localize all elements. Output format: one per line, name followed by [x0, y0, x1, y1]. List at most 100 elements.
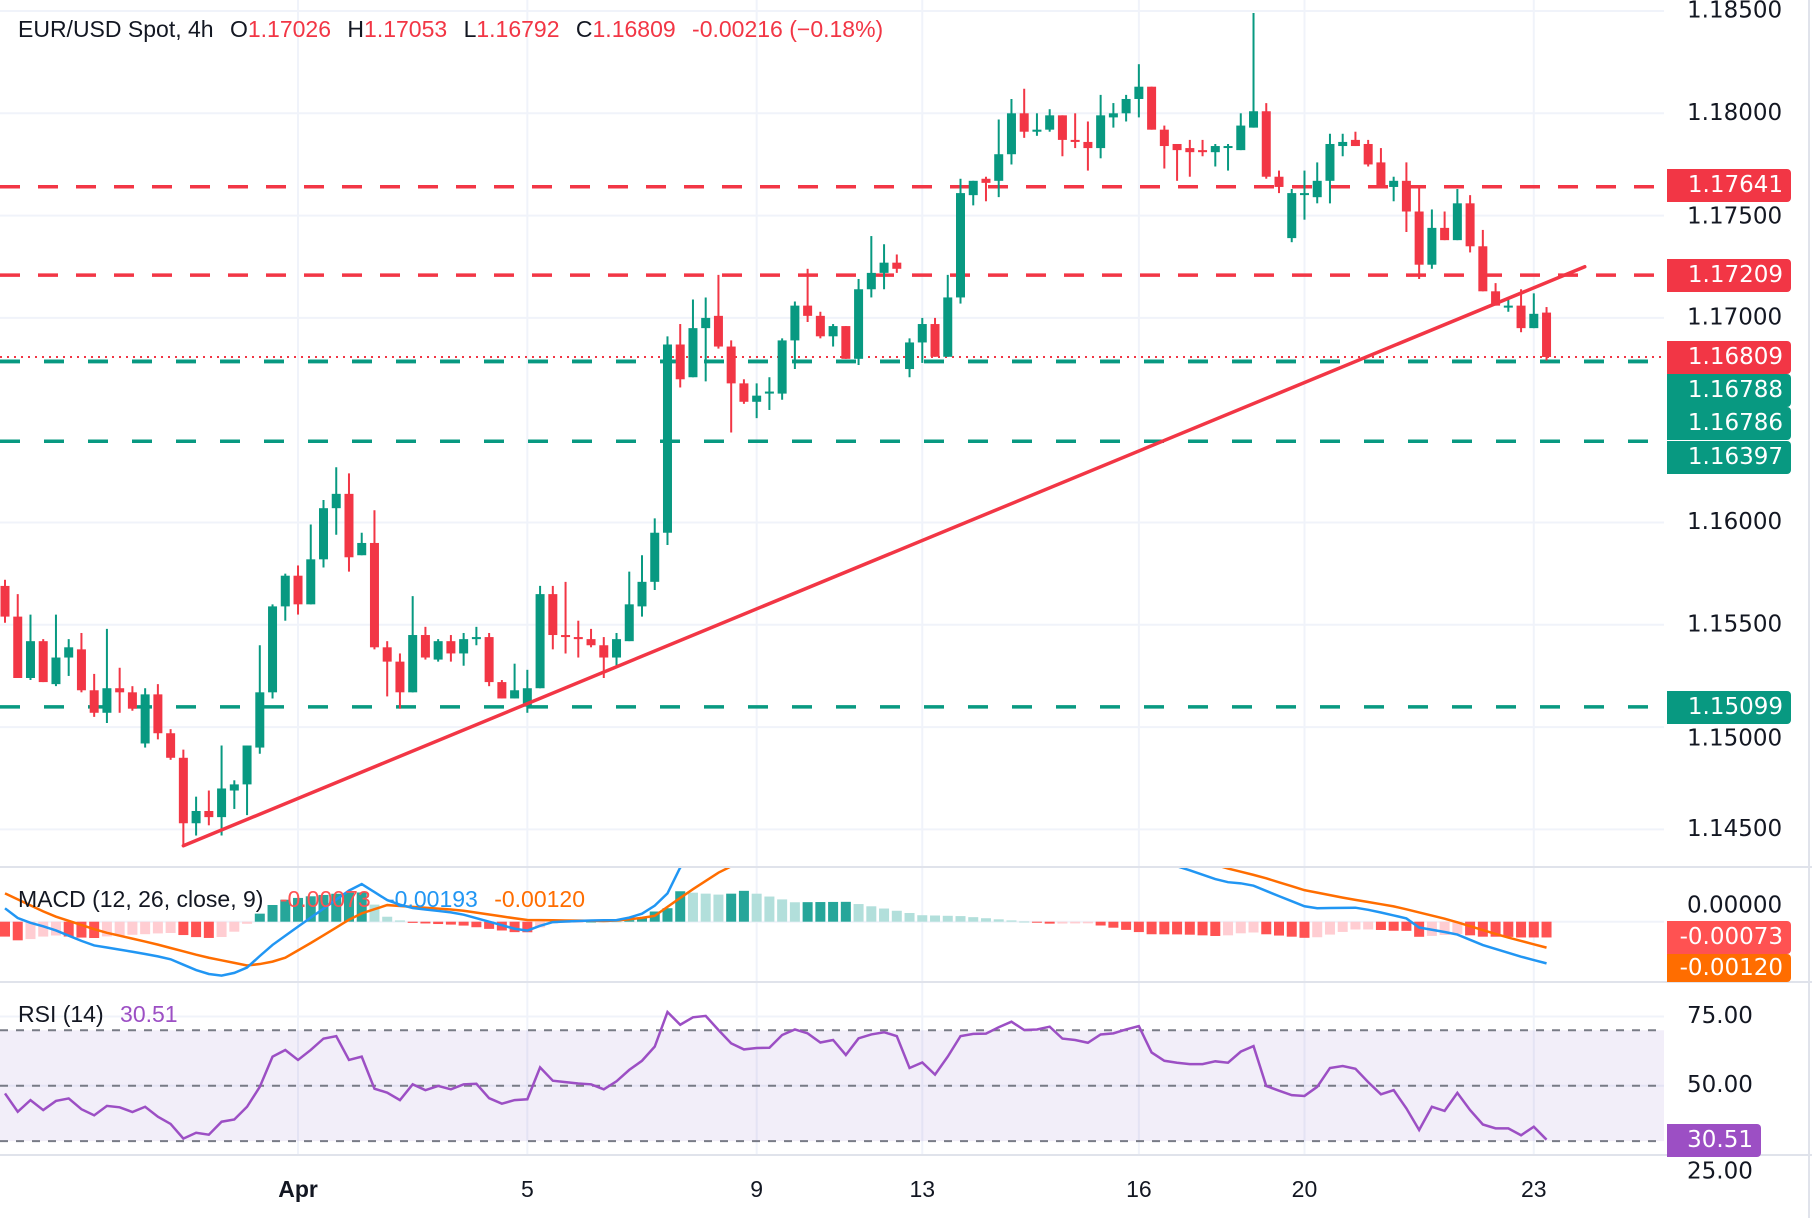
- rsi-line: [3, 1009, 1548, 1141]
- candle-body: [688, 328, 698, 378]
- candle-body: [115, 688, 125, 693]
- macd-histogram-bar: [267, 904, 278, 922]
- macd-histogram-bar: [293, 897, 304, 922]
- candle-body: [675, 344, 685, 380]
- candle-body: [1452, 203, 1462, 241]
- candle: [905, 338, 915, 378]
- macd-histogram-bar: [1503, 921, 1514, 937]
- candle: [803, 268, 813, 322]
- macd-histogram-bar: [1363, 921, 1374, 930]
- candle: [752, 383, 762, 419]
- macd-histogram-bar: [1121, 921, 1132, 930]
- macd-histogram-bar: [1070, 921, 1081, 924]
- macd-histogram-bar: [726, 893, 737, 922]
- candle: [1440, 211, 1450, 241]
- macd-histogram-bar: [789, 902, 800, 922]
- candle: [204, 790, 214, 826]
- macd-line: [4, 868, 1547, 977]
- candle: [357, 532, 367, 556]
- macd-histogram-bar: [127, 921, 138, 935]
- macd-legend: MACD (12, 26, close, 9) -0.00073 -0.0019…: [18, 886, 595, 913]
- macd-histogram-bar: [802, 902, 813, 922]
- price-tick-label: 1.16000: [1687, 509, 1782, 535]
- candle-body: [1249, 111, 1259, 128]
- candle-body: [1236, 125, 1246, 151]
- candle-body: [484, 637, 494, 683]
- macd-value: -0.00193: [387, 886, 478, 912]
- candle-body: [854, 289, 864, 359]
- candle-body: [790, 305, 800, 341]
- candle-body: [331, 493, 341, 509]
- macd-histogram-bar: [968, 917, 979, 922]
- resistance-label-1: 1.17641: [1667, 169, 1791, 202]
- candle-body: [828, 326, 838, 337]
- price-tick-label: 1.18500: [1687, 0, 1782, 24]
- high-label: H: [347, 16, 365, 42]
- candle: [1223, 143, 1233, 171]
- macd-histogram-bar: [1159, 921, 1170, 935]
- candle: [1006, 98, 1016, 165]
- candle-body: [25, 641, 35, 678]
- price-tick-label: 1.14500: [1687, 816, 1782, 842]
- candle-body: [1185, 148, 1195, 153]
- candle-body: [879, 262, 889, 273]
- candle: [293, 565, 303, 615]
- candle: [344, 473, 354, 572]
- candle-body: [204, 810, 214, 818]
- candle: [726, 340, 736, 433]
- candle: [1389, 176, 1399, 202]
- macd-histogram-bar: [1184, 921, 1195, 935]
- macd-histogram-bar: [917, 915, 928, 922]
- macd-histogram-bar: [1337, 921, 1348, 932]
- macd-histogram-bar: [1375, 921, 1386, 930]
- candle-body: [1427, 227, 1437, 265]
- high-value: 1.17053: [364, 16, 448, 42]
- candle: [115, 667, 125, 713]
- candle-body: [1083, 141, 1093, 149]
- candle: [1427, 209, 1437, 269]
- macd-histogram-bar: [1299, 921, 1310, 938]
- candle-body: [395, 661, 405, 693]
- candle: [1465, 195, 1475, 253]
- candle: [1338, 133, 1348, 157]
- candle-body: [892, 262, 902, 269]
- candle: [1478, 229, 1488, 292]
- candle: [433, 639, 443, 662]
- candle: [815, 311, 825, 339]
- candle: [994, 119, 1004, 198]
- candle: [51, 614, 61, 687]
- macd-histogram-bar: [1082, 921, 1093, 924]
- candle-body: [1350, 139, 1360, 147]
- candle: [1159, 125, 1169, 169]
- time-tick-label: 9: [750, 1176, 763, 1202]
- candle-body: [1491, 291, 1501, 306]
- candle: [0, 579, 10, 623]
- macd-histogram-bar: [624, 920, 635, 922]
- macd-histogram-bar: [687, 892, 698, 922]
- candle-body: [459, 639, 469, 654]
- candle-body: [956, 193, 965, 298]
- macd-histogram-bar: [764, 896, 775, 922]
- candle-body: [408, 635, 418, 693]
- candle: [586, 628, 596, 648]
- candle: [573, 620, 583, 658]
- candle: [331, 467, 341, 535]
- candle: [1185, 139, 1195, 177]
- candle: [1134, 64, 1144, 118]
- candle: [930, 317, 940, 357]
- macd-histogram-bar: [191, 921, 202, 938]
- candle: [1274, 170, 1284, 194]
- macd-histogram-bar: [178, 921, 189, 936]
- macd-histogram-bar: [1274, 921, 1284, 936]
- macd-histogram-bar: [216, 921, 227, 937]
- candle: [178, 749, 188, 846]
- candle-body: [1006, 113, 1016, 155]
- candle: [561, 581, 571, 654]
- candle: [382, 641, 392, 697]
- macd-histogram-bar: [484, 921, 495, 929]
- support-label-4: 1.15099: [1667, 691, 1791, 724]
- candle-body: [1070, 139, 1080, 142]
- macd-histogram-bar: [369, 904, 380, 922]
- macd-histogram-bar: [0, 921, 10, 937]
